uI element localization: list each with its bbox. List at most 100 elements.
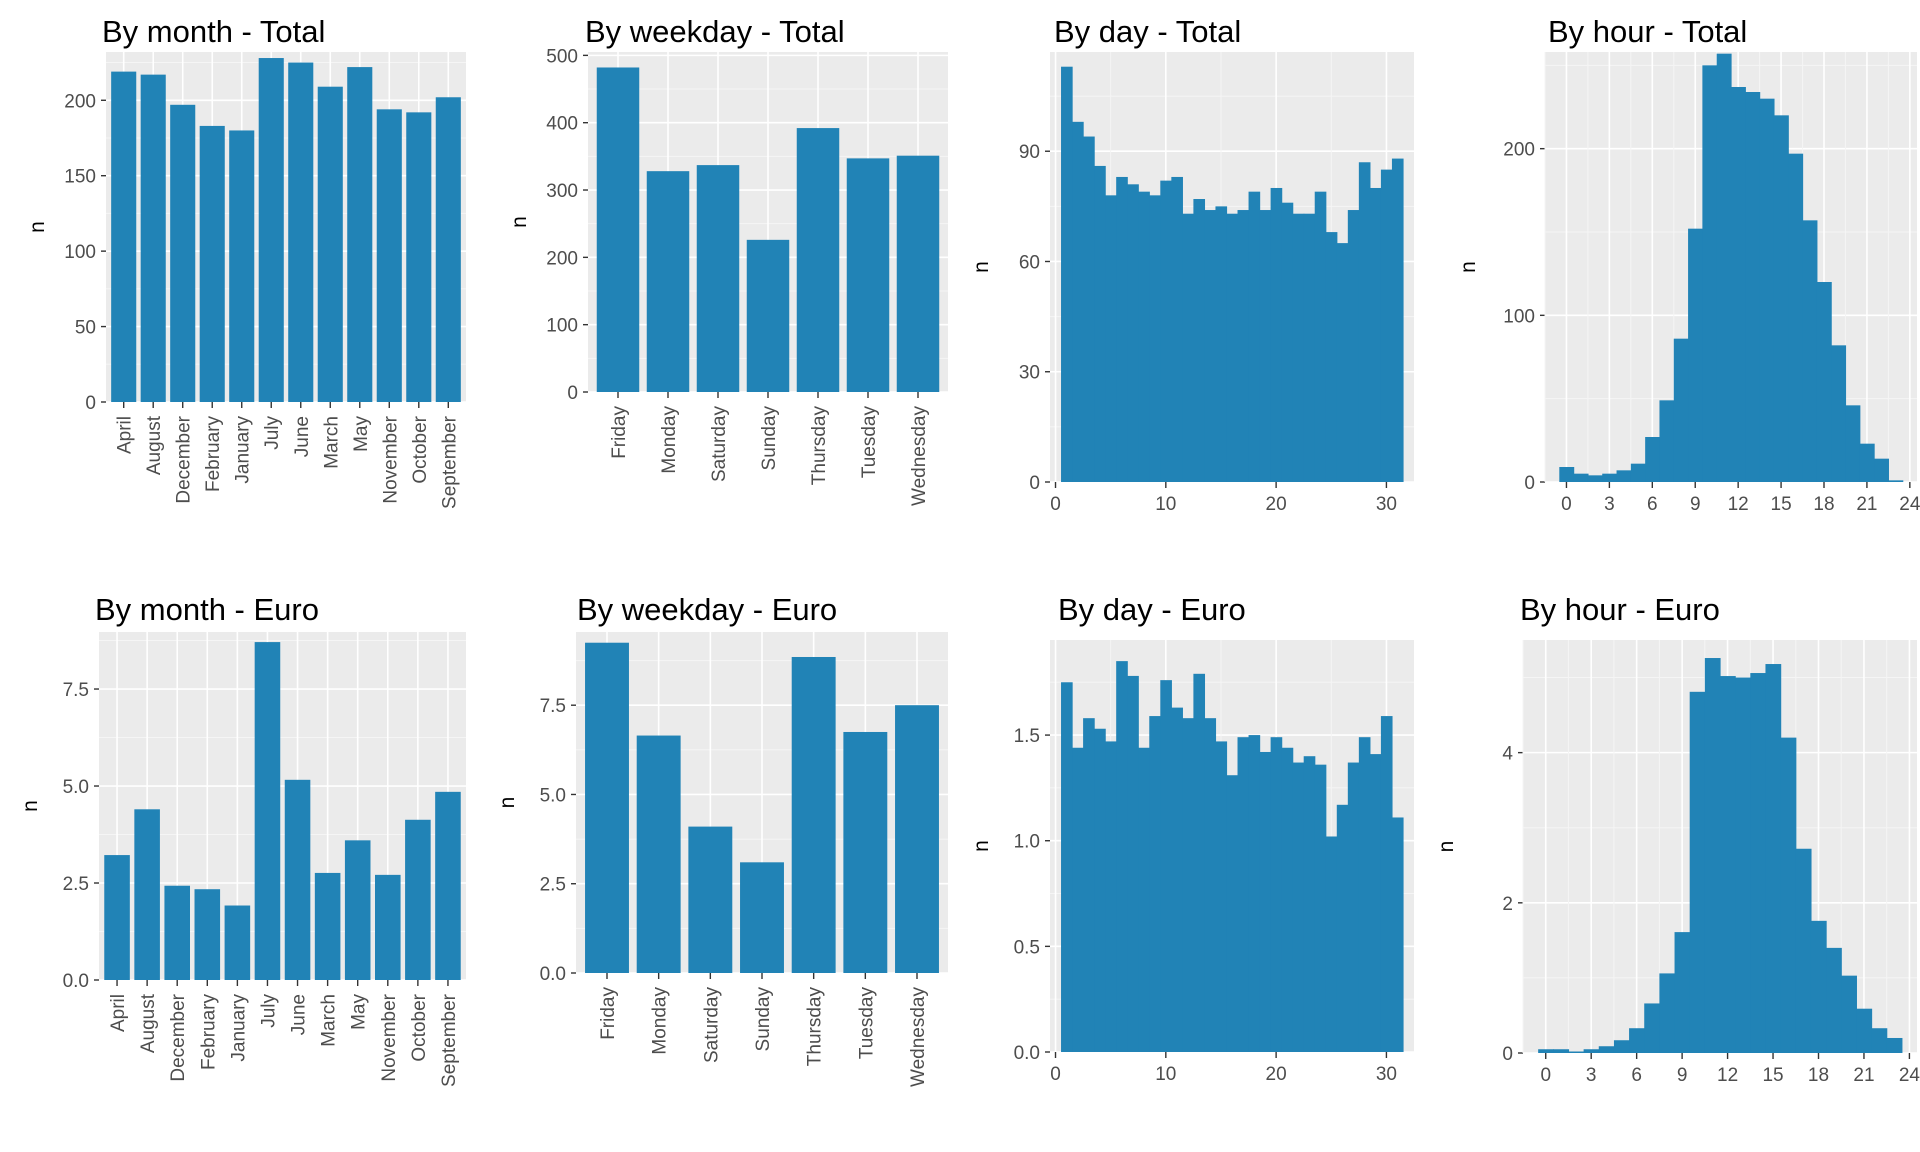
bar-15	[1773, 115, 1789, 482]
bar-december	[170, 104, 196, 402]
x-tick-label: November	[380, 415, 401, 503]
bar-22	[1874, 458, 1889, 482]
bar-31	[1391, 817, 1404, 1052]
x-tick-label: 3	[1604, 494, 1615, 515]
x-tick-label: January	[228, 994, 249, 1062]
x-tick-label: 20	[1266, 494, 1287, 515]
x-tick-label: Tuesday	[859, 406, 880, 479]
chart-panel-day-euro: 0.0 0.5 1.0 1.5 By day - Euro n 0 10 20 30	[970, 592, 1414, 1085]
bar-october	[405, 819, 431, 980]
bar-28	[1358, 737, 1371, 1052]
bar-18	[1248, 191, 1261, 482]
bar-august	[134, 809, 160, 980]
y-tick-label: 1.0	[1014, 832, 1040, 853]
y-tick-label: 2.5	[540, 875, 566, 896]
bar-14	[1759, 98, 1775, 483]
bar-8	[1673, 338, 1689, 482]
bar-19	[1259, 751, 1272, 1052]
bar-tuesday	[843, 731, 888, 973]
bar-tuesday	[846, 158, 890, 392]
y-tick-label: 2.5	[63, 874, 89, 895]
bar-12	[1182, 213, 1194, 482]
x-tick-label: 24	[1899, 1065, 1920, 1086]
y-axis-title: n	[19, 800, 42, 812]
bar-5	[1613, 1040, 1630, 1053]
bar-13	[1193, 199, 1206, 482]
x-tick-label: January	[233, 416, 254, 484]
x-tick-label: 0	[1561, 494, 1572, 515]
bar-october	[406, 112, 432, 403]
bar-may	[347, 67, 373, 402]
bar-20	[1841, 975, 1857, 1053]
bar-0	[1559, 467, 1575, 482]
x-tick-label: Saturday	[709, 406, 730, 483]
bar-6	[1629, 1028, 1645, 1053]
bar-23	[1303, 213, 1316, 482]
bar-may	[344, 840, 371, 980]
bar-25	[1325, 836, 1338, 1052]
x-tick-label: 30	[1376, 494, 1397, 515]
y-tick-label: 5.0	[63, 777, 89, 798]
bar-december	[164, 885, 190, 980]
chart-title: By month - Euro	[95, 592, 319, 627]
x-tick-label: 15	[1762, 1065, 1783, 1086]
bar-2	[1568, 1051, 1585, 1053]
x-tick-label: June	[289, 994, 310, 1035]
bar-january	[229, 130, 255, 402]
bar-4	[1616, 470, 1632, 482]
bar-2	[1072, 121, 1084, 482]
x-tick-label: 12	[1717, 1065, 1738, 1086]
bar-9	[1149, 195, 1161, 483]
bar-5	[1105, 741, 1117, 1052]
y-axis-title: n	[508, 216, 531, 228]
bar-22	[1292, 762, 1305, 1052]
x-tick-label: May	[349, 994, 370, 1030]
bar-8	[1138, 747, 1150, 1052]
bar-saturday	[688, 826, 733, 973]
bar-16	[1780, 737, 1797, 1053]
bar-18	[1816, 282, 1832, 482]
y-tick-label: 150	[64, 167, 96, 188]
y-tick-label: 100	[546, 316, 578, 337]
bar-12	[1720, 676, 1736, 1053]
bar-21	[1859, 443, 1875, 482]
y-tick-label: 60	[1019, 252, 1040, 273]
x-tick-label: July	[262, 416, 283, 450]
bar-1	[1061, 66, 1073, 482]
chart-panel-month-euro: 0.0 2.5 5.0 7.5 By month - Euro n April August D…	[19, 592, 466, 1087]
bar-7	[1127, 675, 1139, 1052]
bar-29	[1369, 754, 1382, 1052]
y-axis-title: n	[26, 221, 49, 233]
x-tick-label: April	[115, 416, 136, 454]
bar-16	[1226, 213, 1239, 482]
bar-27	[1347, 762, 1360, 1052]
y-tick-label: 0	[1524, 473, 1535, 494]
bar-13	[1193, 673, 1206, 1052]
bar-21	[1281, 202, 1294, 482]
bar-8	[1138, 191, 1150, 482]
bar-10	[1160, 680, 1172, 1052]
bar-9	[1674, 932, 1691, 1053]
bar-17	[1802, 220, 1818, 483]
chart-title: By hour - Total	[1548, 14, 1747, 49]
y-tick-label: 100	[64, 242, 96, 263]
bar-21	[1281, 747, 1294, 1052]
bar-0	[1538, 1049, 1554, 1053]
x-tick-label: 30	[1376, 1064, 1397, 1085]
bar-3	[1602, 473, 1618, 482]
x-tick-label: December	[174, 415, 195, 503]
y-tick-label: 0.0	[540, 964, 566, 985]
bar-27	[1347, 210, 1360, 483]
bar-august	[140, 74, 166, 403]
bar-19	[1826, 947, 1842, 1053]
x-tick-label: 9	[1690, 494, 1701, 515]
x-tick-label: Monday	[659, 406, 680, 474]
bar-9	[1149, 716, 1161, 1052]
panel-background	[106, 52, 466, 402]
y-axis-title: n	[970, 840, 993, 852]
y-tick-label: 200	[64, 91, 96, 112]
bar-19	[1831, 345, 1847, 482]
bar-13	[1745, 92, 1761, 482]
bar-10	[1702, 65, 1718, 482]
bar-6	[1116, 176, 1128, 482]
